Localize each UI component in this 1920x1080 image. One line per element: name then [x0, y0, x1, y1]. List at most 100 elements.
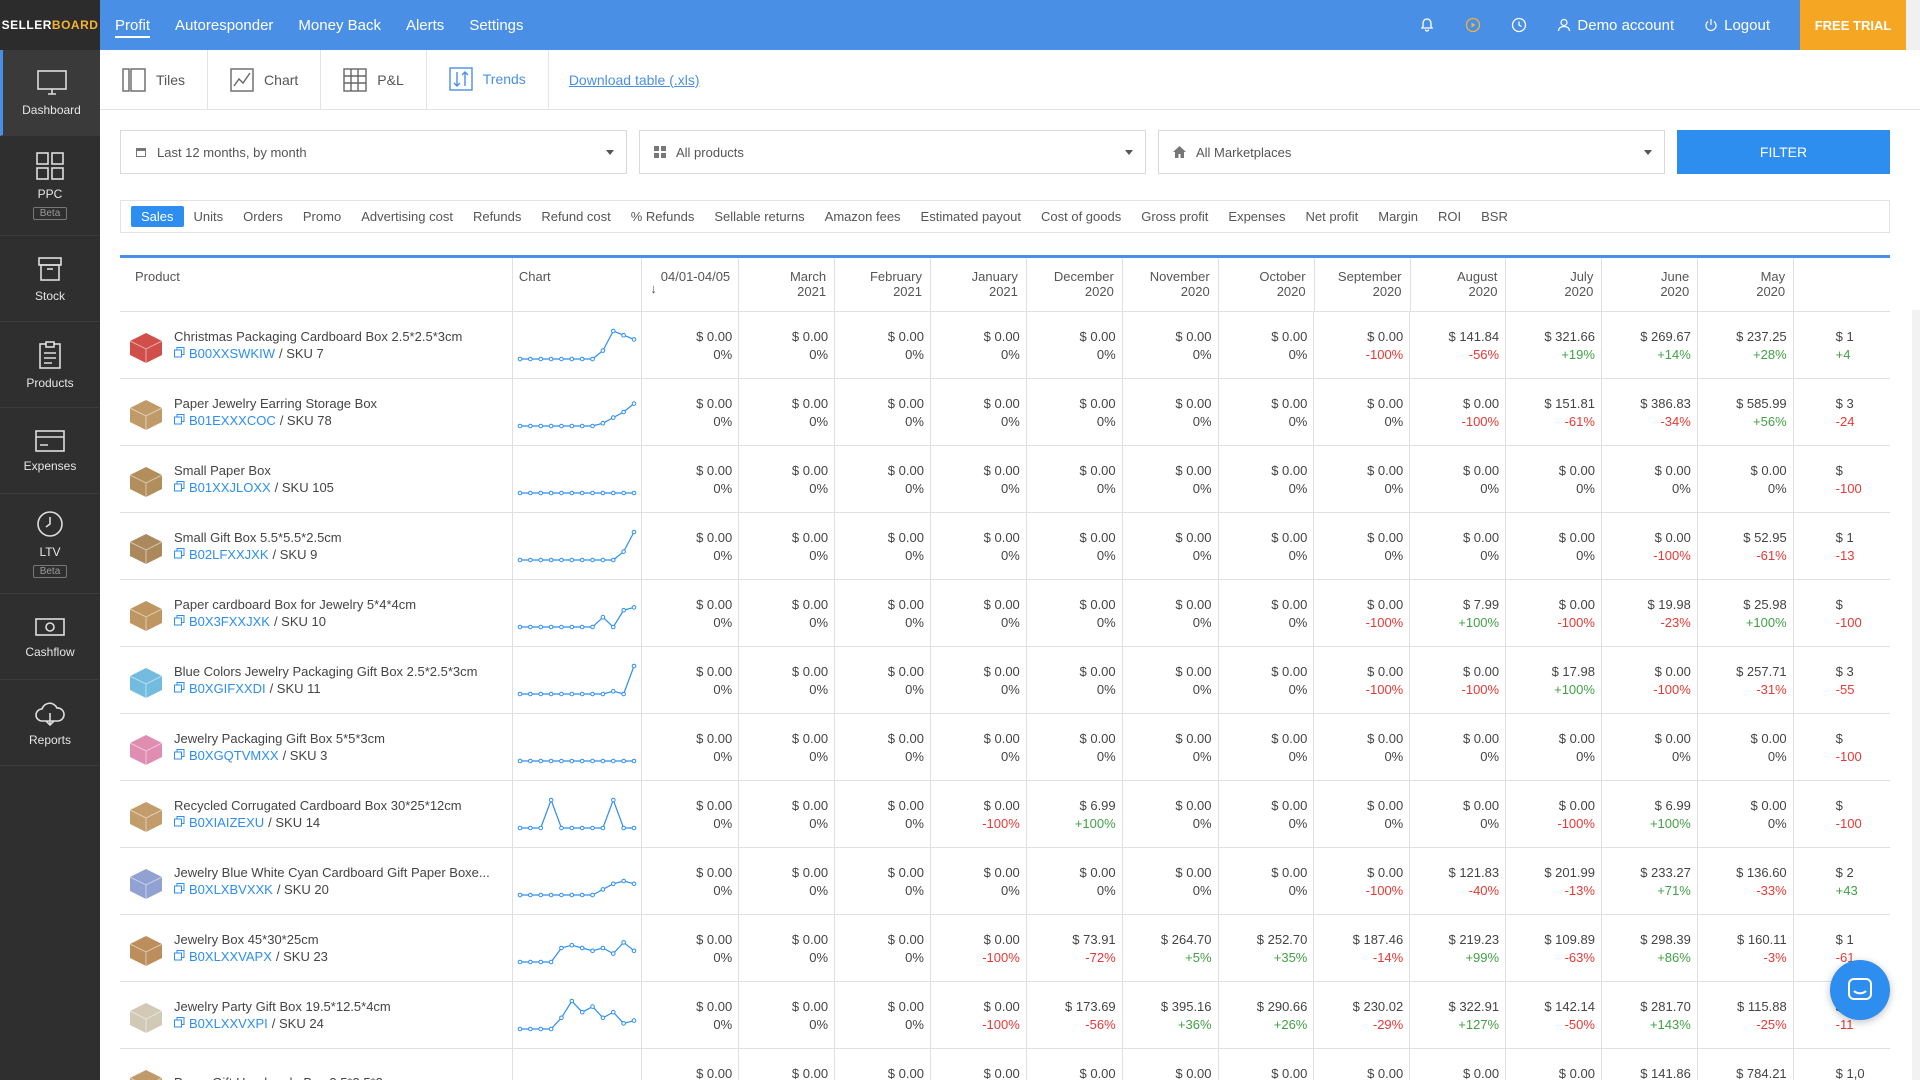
column-header-product[interactable]: Product — [120, 258, 513, 311]
table-row[interactable]: Jewelry Party Gift Box 19.5*12.5*4cm B0XL… — [120, 982, 1890, 1049]
metric-tab[interactable]: Margin — [1378, 209, 1418, 224]
copy-icon[interactable] — [174, 413, 185, 428]
table-row[interactable]: Paper Jewelry Earring Storage Box B01EXXX… — [120, 379, 1890, 446]
sales-value: $ 0.00 — [1558, 597, 1595, 612]
sidebar-item-stock[interactable]: Stock — [0, 236, 100, 322]
metric-tab[interactable]: Amazon fees — [824, 209, 901, 224]
column-header-period[interactable]: 04/01-04/05 ↓ — [642, 258, 740, 311]
table-row[interactable]: Small Gift Box 5.5*5.5*2.5cm B02LFXXJXK /… — [120, 513, 1890, 580]
metric-tab[interactable]: Units — [193, 209, 224, 224]
copy-icon[interactable] — [174, 547, 185, 562]
column-header-period[interactable]: October 2020 — [1219, 258, 1315, 311]
products-select[interactable]: All products — [639, 130, 1146, 174]
metric-tab[interactable]: Expenses — [1228, 209, 1286, 224]
column-header-period[interactable]: March 2021 — [739, 258, 836, 311]
metric-tab[interactable]: Net profit — [1305, 209, 1359, 224]
copy-icon[interactable] — [174, 681, 185, 696]
nav-profit[interactable]: Profit — [115, 0, 151, 50]
sidebar-item-ppc[interactable]: PPC Beta — [0, 136, 100, 236]
table-row[interactable]: Jewelry Packaging Gift Box 5*5*3cm B0XGQT… — [120, 714, 1890, 781]
sidebar-item-dashboard[interactable]: Dashboard — [0, 50, 100, 136]
column-header-period[interactable]: February 2021 — [835, 258, 931, 311]
asin-link[interactable]: B0X3FXXJXK — [189, 614, 270, 629]
asin-link[interactable]: B0XLXXVXPI — [189, 1016, 268, 1031]
nav-alerts[interactable]: Alerts — [405, 16, 445, 34]
asin-link[interactable]: B02LFXXJXK — [189, 547, 269, 562]
sidebar-item-products[interactable]: Products — [0, 322, 100, 408]
asin-link[interactable]: B01XXJLOXX — [189, 480, 271, 495]
bell-icon[interactable] — [1419, 17, 1435, 33]
table-row[interactable]: Paper Gift Handmade Box 2.5*2.5*3cm $ 0.0… — [120, 1049, 1890, 1080]
copy-icon[interactable] — [174, 815, 185, 830]
table-row[interactable]: Small Paper Box B01XXJLOXX / SKU 105 $ 0.0… — [120, 446, 1890, 513]
column-header-period[interactable]: June 2020 — [1602, 258, 1699, 311]
table-row[interactable]: Recycled Corrugated Cardboard Box 30*25*… — [120, 781, 1890, 848]
copy-icon[interactable] — [174, 1016, 185, 1031]
sidebar-item-expenses[interactable]: Expenses — [0, 408, 100, 494]
column-header-period[interactable]: July 2020 — [1506, 258, 1603, 311]
metric-tab[interactable]: Advertising cost — [361, 209, 453, 224]
copy-icon[interactable] — [174, 614, 185, 629]
metric-tab[interactable]: BSR — [1481, 209, 1508, 224]
demo-account-link[interactable]: Demo account — [1557, 17, 1674, 34]
metric-tab[interactable]: Orders — [243, 209, 283, 224]
sort-arrow-down-icon[interactable]: ↓ — [650, 281, 657, 296]
tab-trends[interactable]: Trends — [426, 50, 549, 109]
asin-link[interactable]: B00XXSWKIW — [189, 346, 275, 361]
logout-link[interactable]: Logout — [1704, 17, 1770, 34]
tab-tiles[interactable]: Tiles — [100, 50, 209, 109]
asin-link[interactable]: B0XIAIZEXU — [189, 815, 265, 830]
asin-link[interactable]: B0XLXXVAPX — [189, 949, 272, 964]
table-row[interactable]: Paper cardboard Box for Jewelry 5*4*4cm B… — [120, 580, 1890, 647]
column-header-period[interactable] — [1794, 258, 1890, 311]
column-header-period[interactable]: November 2020 — [1123, 258, 1219, 311]
column-header-period[interactable]: August 2020 — [1411, 258, 1507, 311]
nav-autoresponder[interactable]: Autoresponder — [175, 16, 274, 34]
asin-link[interactable]: B0XGQTVMXX — [189, 748, 279, 763]
marketplaces-select[interactable]: All Marketplaces — [1158, 130, 1665, 174]
column-header-period[interactable]: September 2020 — [1315, 258, 1411, 311]
copy-icon[interactable] — [174, 882, 185, 897]
nav-money-back[interactable]: Money Back — [298, 16, 381, 34]
tab-pl[interactable]: P&L — [321, 50, 427, 109]
metric-tab[interactable]: Promo — [302, 209, 342, 224]
vertical-scrollbar[interactable] — [1912, 310, 1920, 1080]
metric-tab[interactable]: Refunds — [472, 209, 522, 224]
asin-link[interactable]: B0XLXBVXXK — [189, 882, 273, 897]
metric-tab[interactable]: Refund cost — [541, 209, 611, 224]
metric-tab[interactable]: Sellable returns — [714, 209, 805, 224]
clock-icon[interactable] — [1511, 17, 1527, 33]
metric-tab[interactable]: Cost of goods — [1041, 209, 1122, 224]
column-header-period[interactable]: December 2020 — [1027, 258, 1123, 311]
download-table-link[interactable]: Download table (.xls) — [568, 71, 700, 88]
copy-icon[interactable] — [174, 748, 185, 763]
play-circle-icon[interactable] — [1465, 17, 1481, 33]
table-row[interactable]: Blue Colors Jewelry Packaging Gift Box 2… — [120, 647, 1890, 714]
table-row[interactable]: Christmas Packaging Cardboard Box 2.5*2.… — [120, 312, 1890, 379]
chat-button[interactable] — [1830, 960, 1890, 1020]
sidebar-item-reports[interactable]: Reports — [0, 680, 100, 766]
sidebar-item-cashflow[interactable]: Cashflow — [0, 594, 100, 680]
value-cell: $ 0.00 -100% — [1410, 379, 1507, 445]
free-trial-button[interactable]: FREE TRIAL — [1800, 0, 1906, 50]
period-select[interactable]: Last 12 months, by month — [120, 130, 627, 174]
copy-icon[interactable] — [174, 346, 185, 361]
metric-tab[interactable]: Estimated payout — [920, 209, 1021, 224]
column-header-period[interactable]: January 2021 — [931, 258, 1027, 311]
asin-link[interactable]: B01EXXXCOC — [189, 413, 276, 428]
filter-button[interactable]: FILTER — [1677, 130, 1890, 174]
table-row[interactable]: Jewelry Blue White Cyan Cardboard Gift P… — [120, 848, 1890, 915]
asin-link[interactable]: B0XGIFXXDI — [189, 681, 266, 696]
metric-tab[interactable]: ROI — [1438, 209, 1462, 224]
column-header-period[interactable]: May 2020 — [1698, 258, 1795, 311]
metric-tab[interactable]: Gross profit — [1141, 209, 1209, 224]
tab-chart[interactable]: Chart — [208, 50, 322, 109]
copy-icon[interactable] — [174, 949, 185, 964]
metric-tab[interactable]: % Refunds — [630, 209, 695, 224]
sellerboard-logo[interactable]: SELLER BOARD — [0, 0, 100, 50]
metric-tab[interactable]: Sales — [131, 206, 184, 227]
table-row[interactable]: Jewelry Box 45*30*25cm B0XLXXVAPX / SKU 2… — [120, 915, 1890, 982]
nav-settings[interactable]: Settings — [469, 16, 524, 34]
sidebar-item-ltv[interactable]: LTV Beta — [0, 494, 100, 594]
copy-icon[interactable] — [174, 480, 185, 495]
